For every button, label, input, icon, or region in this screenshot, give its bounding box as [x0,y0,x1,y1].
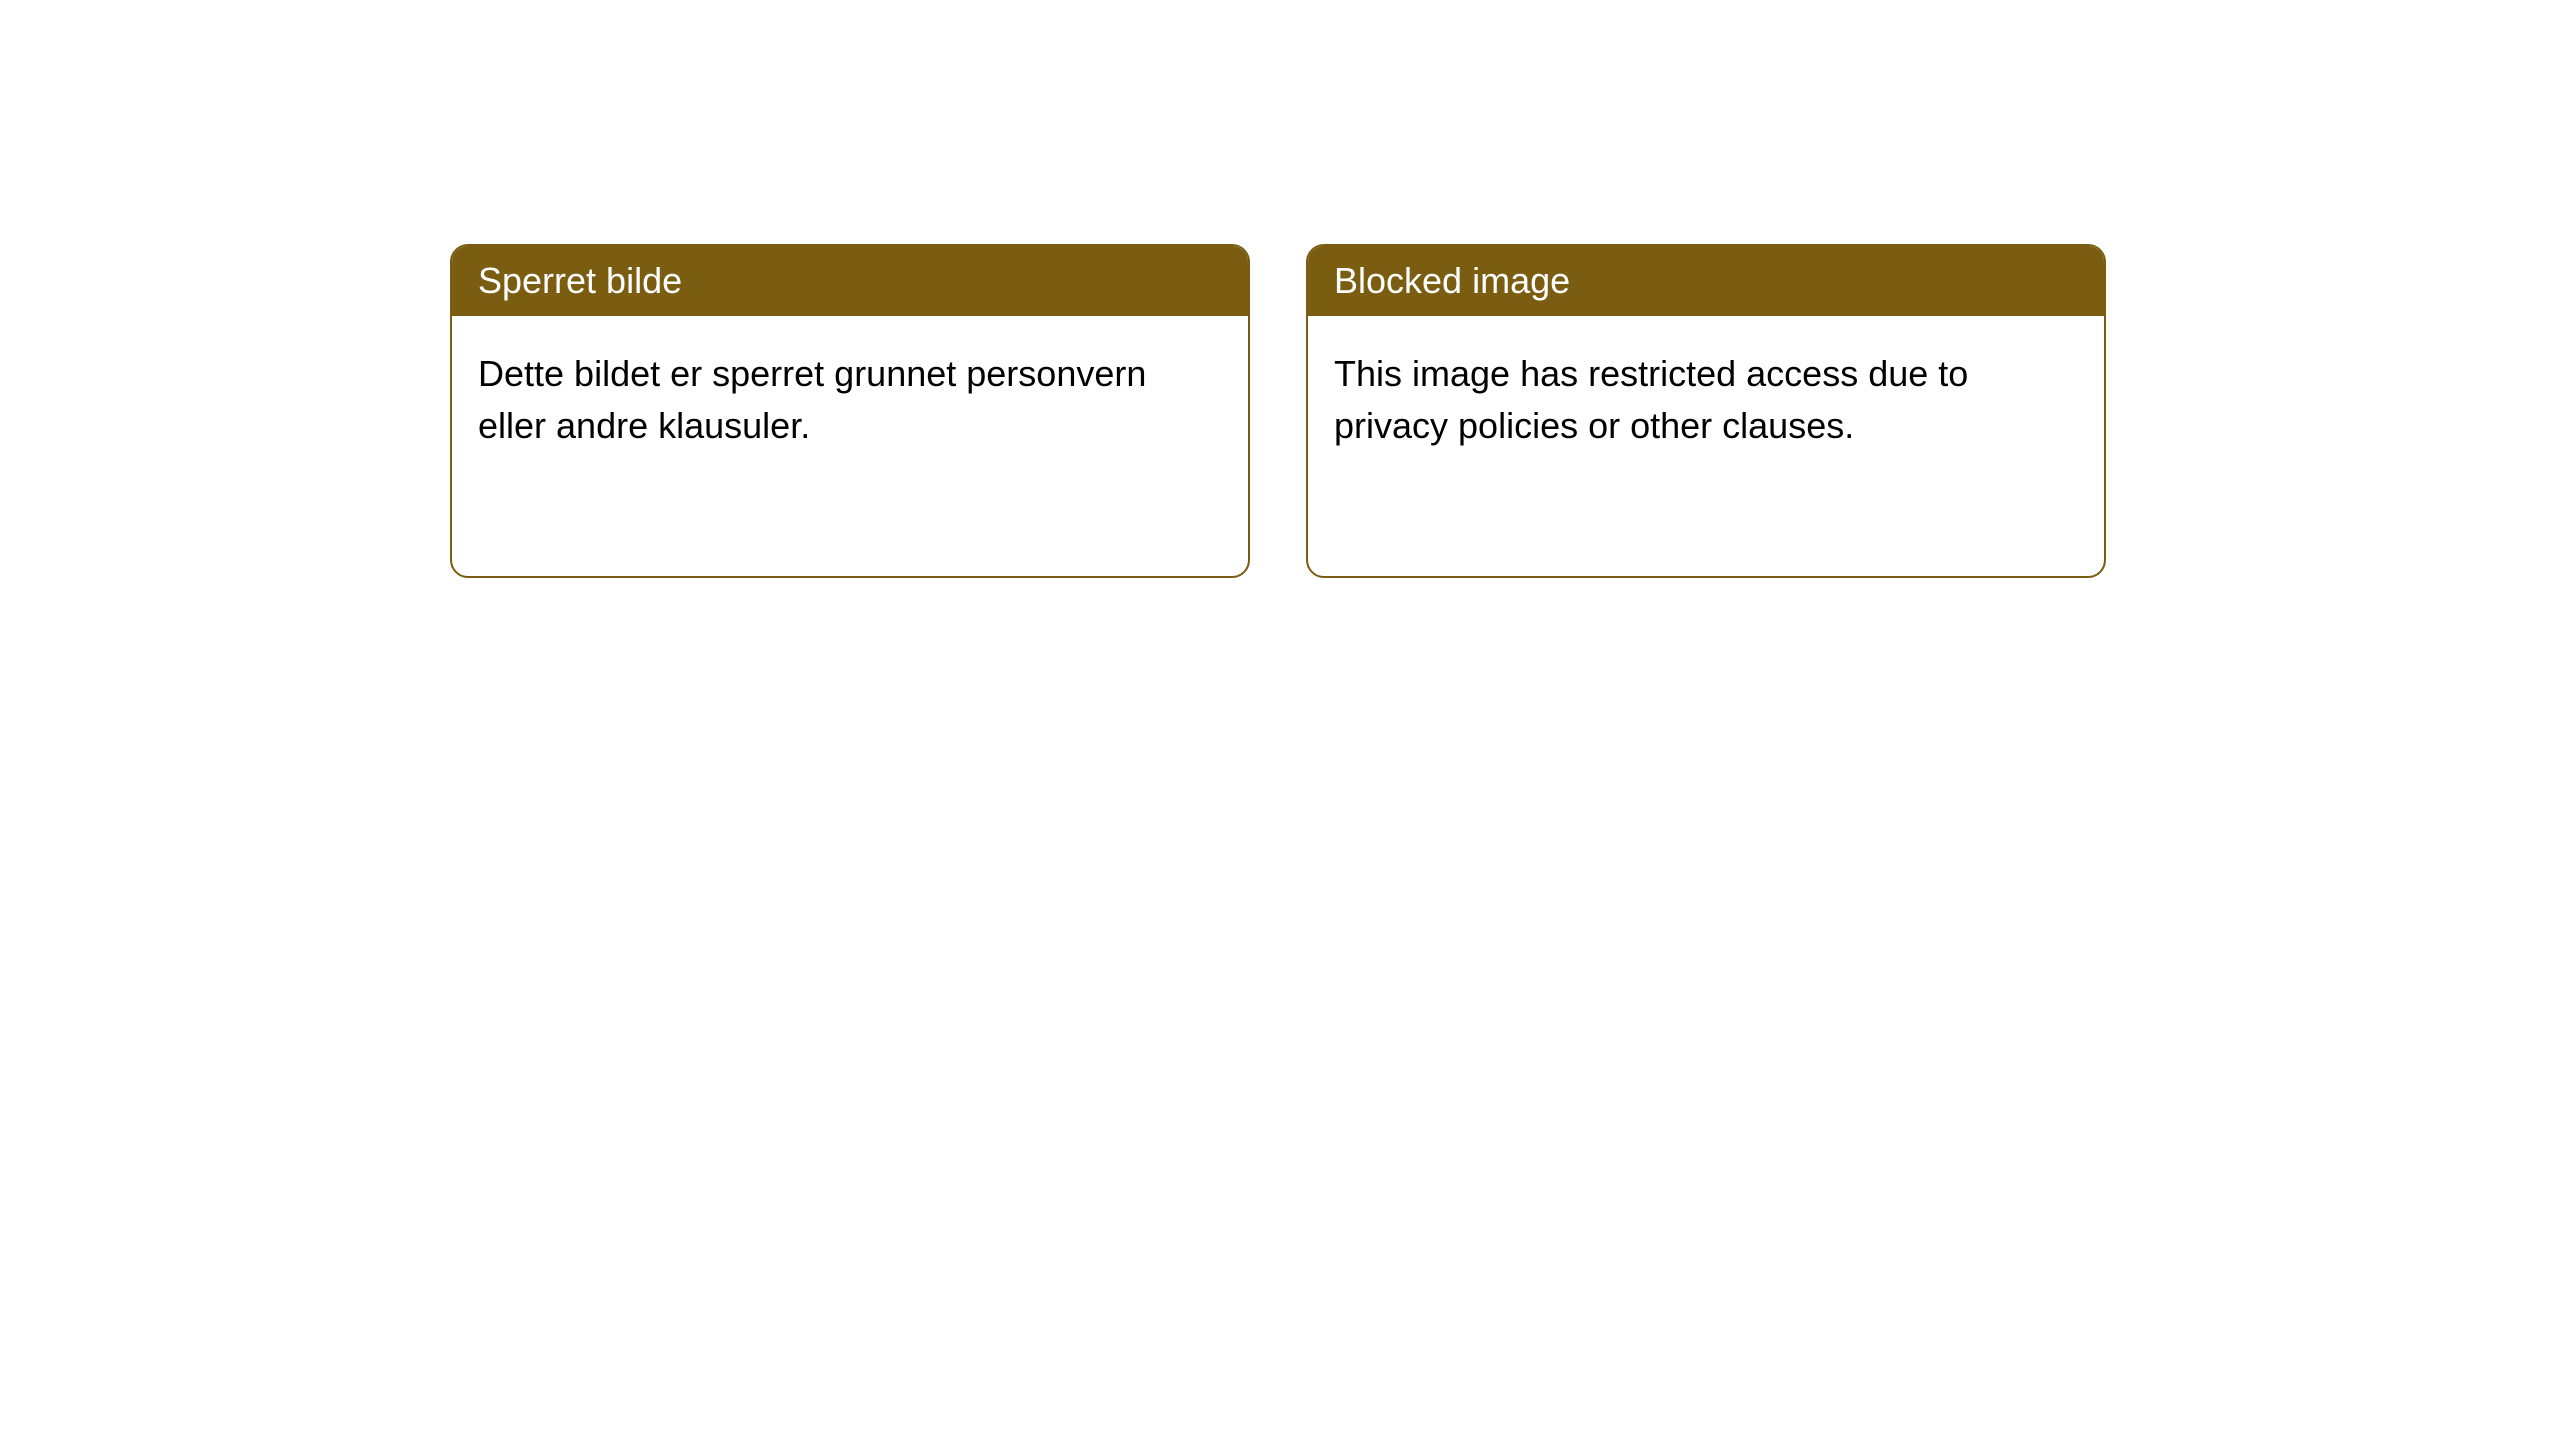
notice-card-norwegian: Sperret bilde Dette bildet er sperret gr… [450,244,1250,578]
card-title: Sperret bilde [478,260,682,301]
card-header: Blocked image [1308,246,2104,316]
card-body-text: This image has restricted access due to … [1334,353,1968,446]
card-body: Dette bildet er sperret grunnet personve… [452,316,1248,576]
notice-card-english: Blocked image This image has restricted … [1306,244,2106,578]
card-title: Blocked image [1334,260,1570,301]
notice-cards-container: Sperret bilde Dette bildet er sperret gr… [0,0,2560,578]
card-body: This image has restricted access due to … [1308,316,2104,576]
card-header: Sperret bilde [452,246,1248,316]
card-body-text: Dette bildet er sperret grunnet personve… [478,353,1146,446]
